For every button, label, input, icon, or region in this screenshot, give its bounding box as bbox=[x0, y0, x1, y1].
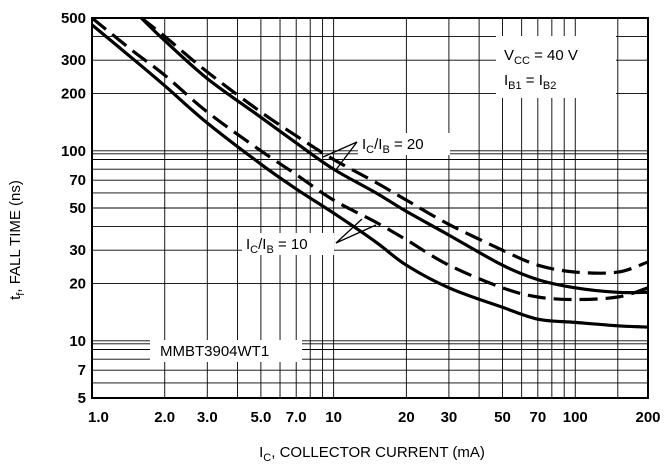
y-tick-label: 7 bbox=[78, 362, 86, 379]
y-tick-label: 200 bbox=[61, 86, 86, 103]
y-tick-label: 50 bbox=[69, 200, 86, 217]
y-tick-label: 70 bbox=[69, 172, 86, 189]
y-tick-label: 30 bbox=[69, 242, 86, 259]
x-tick-label: 3.0 bbox=[197, 409, 218, 426]
y-tick-labels: 5 7 10 20 30 50 70 100 200 300 500 bbox=[61, 10, 86, 407]
ratio10-box bbox=[242, 233, 334, 255]
x-tick-label: 30 bbox=[441, 409, 458, 426]
part-box bbox=[150, 340, 302, 362]
ratio10-pointer-a bbox=[335, 218, 363, 244]
y-tick-label: 10 bbox=[69, 333, 86, 350]
x-tick-label: 20 bbox=[398, 409, 415, 426]
x-tick-label: 2.0 bbox=[154, 409, 175, 426]
x-tick-label: 5.0 bbox=[250, 409, 271, 426]
y-tick-label: 100 bbox=[61, 143, 86, 160]
ratio20-annotation: IC/IB = 20 bbox=[362, 136, 424, 156]
ib-annotation: IB1 = IB2 bbox=[504, 72, 556, 92]
y-tick-label: 20 bbox=[69, 276, 86, 293]
y-tick-label: 5 bbox=[78, 390, 86, 407]
ratio20-pointer-a bbox=[322, 141, 358, 158]
grid-lines bbox=[92, 18, 648, 398]
ratio20-pointer-b bbox=[334, 141, 358, 172]
vcc-annotation: VCC = 40 V bbox=[504, 47, 578, 67]
y-tick-label: 300 bbox=[61, 52, 86, 69]
x-tick-label: 10 bbox=[325, 409, 342, 426]
part-number-label: MMBT3904WT1 bbox=[160, 343, 269, 360]
x-tick-label: 70 bbox=[529, 409, 546, 426]
y-axis-label: tf, FALL TIME (ns) bbox=[7, 180, 27, 300]
series-lines bbox=[90, 16, 649, 329]
ratio10-pointer-b bbox=[335, 224, 377, 244]
series-line-ratio-10-dashed bbox=[90, 16, 649, 302]
ratio20-box bbox=[358, 133, 450, 155]
x-tick-label: 1.0 bbox=[88, 409, 109, 426]
x-axis-label: IC, COLLECTOR CURRENT (mA) bbox=[259, 444, 485, 464]
x-tick-label: 200 bbox=[635, 409, 660, 426]
series-line-ratio-20-solid bbox=[140, 16, 649, 295]
x-tick-labels: 1.0 2.0 3.0 5.0 7.0 10 20 30 50 70 100 200 bbox=[88, 409, 661, 426]
x-tick-label: 7.0 bbox=[286, 409, 307, 426]
conditions-box bbox=[496, 36, 616, 98]
x-tick-label: 50 bbox=[494, 409, 511, 426]
series-line-ratio-10-solid bbox=[90, 23, 649, 329]
ratio10-annotation: IC/IB = 10 bbox=[246, 236, 308, 256]
x-tick-label: 100 bbox=[563, 409, 588, 426]
series-line-ratio-20-dashed bbox=[140, 16, 649, 275]
y-tick-label: 500 bbox=[61, 10, 86, 27]
plot-frame bbox=[91, 17, 649, 399]
